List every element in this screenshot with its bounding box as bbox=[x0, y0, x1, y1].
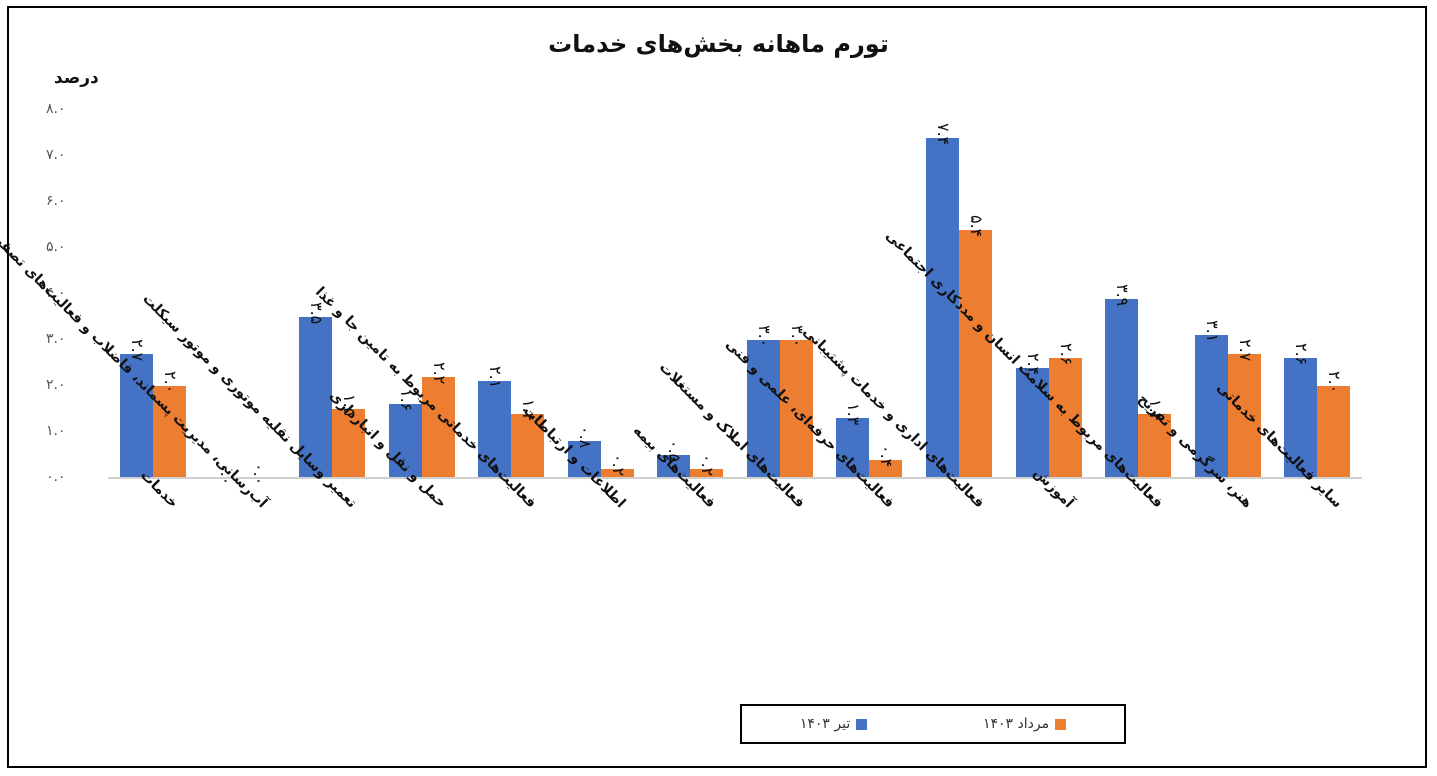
data-label: ۰.۲ bbox=[608, 453, 628, 477]
y-tick-label: ۸.۰ bbox=[46, 101, 66, 117]
y-tick-label: ۵.۰ bbox=[46, 239, 66, 255]
x-axis-line bbox=[108, 477, 1362, 479]
data-label: ۲.۶ bbox=[1292, 343, 1312, 366]
data-label: ۱.۶ bbox=[396, 389, 416, 412]
bar-tir bbox=[657, 455, 691, 478]
y-tick-label: ۲.۰ bbox=[46, 377, 66, 393]
bar-mordad bbox=[1048, 358, 1082, 478]
bar-tir bbox=[1284, 358, 1318, 478]
legend-swatch-orange bbox=[1055, 718, 1067, 730]
data-label: ۲.۶ bbox=[1056, 343, 1076, 366]
bar-mordad bbox=[690, 468, 724, 478]
data-label: ۳.۹ bbox=[1113, 283, 1133, 306]
y-tick-label: ۱.۰ bbox=[46, 423, 66, 439]
y-tick-label: ۳.۰ bbox=[46, 331, 66, 347]
plot-area bbox=[108, 110, 1362, 478]
data-label: ۷.۴ bbox=[933, 122, 953, 145]
data-label: ۲.۰ bbox=[1325, 371, 1345, 394]
data-label: ۰.۵ bbox=[665, 440, 685, 463]
bar-mordad bbox=[152, 386, 186, 478]
bar-tir bbox=[119, 353, 153, 478]
bar-tir bbox=[1194, 335, 1228, 478]
bar-tir bbox=[746, 340, 780, 478]
y-tick-label: ۴.۰ bbox=[46, 285, 66, 301]
data-label: ۰.۸ bbox=[575, 426, 595, 449]
chart-title: تورم ماهانه بخش‌های خدمات bbox=[548, 30, 889, 58]
data-label: ۱.۴ bbox=[519, 398, 539, 421]
y-tick-label: ۶.۰ bbox=[46, 193, 66, 209]
bar-tir bbox=[388, 404, 422, 478]
data-label: ۳.۰ bbox=[787, 325, 807, 348]
chart-frame bbox=[7, 6, 1427, 768]
bar-mordad bbox=[1138, 413, 1172, 478]
bar-mordad bbox=[421, 376, 455, 478]
data-label: ۲.۱ bbox=[486, 366, 506, 389]
data-label: ۵.۴ bbox=[966, 214, 986, 237]
data-label: ۰.۲ bbox=[698, 453, 718, 477]
bar-mordad bbox=[869, 459, 903, 478]
bar-mordad bbox=[1227, 353, 1261, 478]
bar-mordad bbox=[600, 468, 634, 478]
data-label: ۳.۵ bbox=[306, 302, 326, 325]
data-label: ۰.۰ bbox=[217, 463, 237, 486]
bar-mordad bbox=[331, 409, 365, 478]
data-label: ۱.۳ bbox=[844, 403, 864, 426]
y-axis-label: درصد bbox=[54, 68, 99, 88]
legend: مرداد ۱۴۰۳ تیر ۱۴۰۳ bbox=[740, 704, 1126, 744]
data-label: ۲.۴ bbox=[1023, 352, 1043, 375]
bar-tir bbox=[478, 381, 512, 478]
data-label: ۱.۴ bbox=[1146, 398, 1166, 421]
bar-tir bbox=[925, 137, 959, 478]
data-label: ۲.۷ bbox=[127, 338, 147, 362]
data-label: ۳.۱ bbox=[1202, 320, 1222, 343]
bar-tir bbox=[1015, 367, 1049, 478]
legend-item-tir: تیر ۱۴۰۳ bbox=[799, 716, 868, 732]
bar-mordad bbox=[779, 340, 813, 478]
data-label: ۳.۰ bbox=[754, 325, 774, 348]
legend-label: تیر ۱۴۰۳ bbox=[799, 716, 851, 732]
data-label: ۰.۰ bbox=[250, 463, 270, 486]
data-label: ۲.۰ bbox=[160, 371, 180, 394]
data-label: ۰.۴ bbox=[877, 444, 897, 467]
y-tick-label: ۰.۰ bbox=[46, 469, 66, 485]
data-label: ۲.۲ bbox=[429, 361, 449, 385]
legend-item-mordad: مرداد ۱۴۰۳ bbox=[983, 716, 1067, 732]
data-label: ۲.۷ bbox=[1235, 338, 1255, 362]
bar-mordad bbox=[1317, 386, 1351, 478]
legend-swatch-blue bbox=[856, 718, 868, 730]
bar-tir bbox=[1105, 298, 1139, 478]
legend-label: مرداد ۱۴۰۳ bbox=[983, 716, 1050, 732]
bar-tir bbox=[567, 441, 601, 478]
bar-tir bbox=[836, 418, 870, 478]
bar-tir bbox=[298, 317, 332, 478]
bar-mordad bbox=[511, 413, 545, 478]
bar-mordad bbox=[958, 229, 992, 478]
y-tick-label: ۷.۰ bbox=[46, 147, 66, 163]
data-label: ۱.۵ bbox=[339, 394, 359, 417]
